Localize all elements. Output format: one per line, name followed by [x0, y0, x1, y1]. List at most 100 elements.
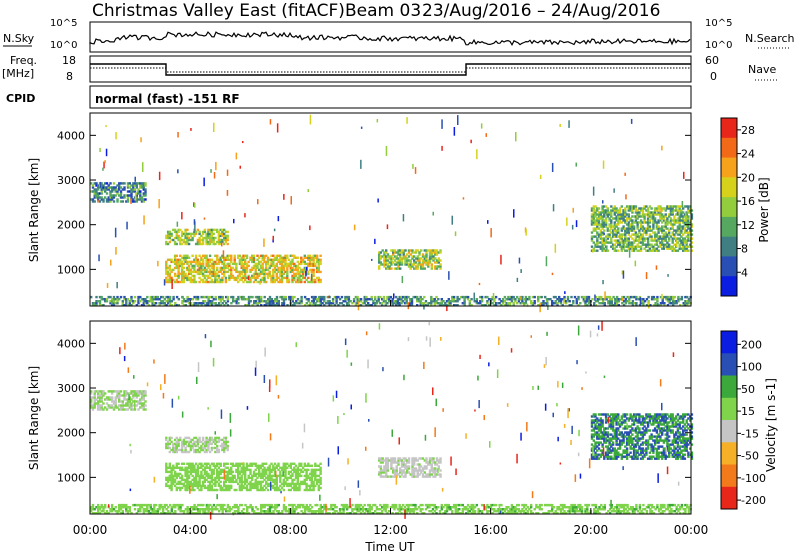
echo-cell [356, 298, 359, 301]
echo-cell [137, 300, 140, 303]
echo-cell [214, 478, 217, 482]
echo-cell [596, 417, 599, 420]
echo-cell [402, 251, 405, 254]
echo-cell [672, 300, 675, 303]
echo-cell [174, 302, 177, 305]
echo-cell [386, 302, 389, 305]
echo-cell [139, 392, 142, 395]
echo-cell [626, 300, 629, 303]
echo-cell [205, 262, 208, 266]
echo-cell [610, 221, 613, 224]
echo-cell [205, 464, 208, 467]
echo-cell [678, 243, 681, 246]
echo-cell [360, 159, 362, 169]
echo-cell [196, 474, 200, 478]
echo-cell [650, 298, 654, 301]
echo-cell [221, 228, 224, 232]
echo-cell [277, 488, 280, 492]
echo-cell [146, 302, 149, 305]
echo-cell [663, 295, 666, 299]
echo-cell [666, 219, 669, 222]
echo-cell [208, 482, 212, 486]
echo-cell [661, 217, 664, 220]
echo-cell [308, 254, 312, 257]
echo-cell [650, 245, 653, 248]
echo-cell [118, 186, 121, 189]
echo-cell [374, 302, 377, 305]
echo-cell [175, 464, 178, 467]
echo-cell [223, 300, 226, 303]
echo-cell [135, 400, 138, 403]
echo-cell [109, 406, 112, 409]
power-ylabel: Slant Range [km] [27, 158, 41, 262]
echo-cell [432, 467, 435, 470]
echo-cell [186, 478, 189, 482]
echo-cell [646, 239, 650, 242]
echo-cell [165, 236, 168, 240]
echo-cell [158, 304, 161, 307]
echo-cell [596, 431, 599, 434]
echo-cell [189, 480, 193, 484]
echo-cell [319, 476, 322, 480]
echo-cell [268, 272, 271, 276]
echo-cell [307, 474, 310, 478]
echo-cell [399, 253, 402, 256]
echo-cell [293, 278, 296, 282]
echo-cell [520, 269, 522, 273]
echo-cell [305, 256, 308, 259]
echo-cell [210, 446, 214, 450]
echo-cell [293, 274, 296, 278]
echo-cell [228, 268, 231, 272]
echo-cell [97, 394, 100, 397]
echo-cell [405, 295, 408, 299]
echo-cell [610, 211, 613, 214]
echo-cell [458, 298, 461, 301]
echo-cell [165, 444, 168, 448]
echo-cell [126, 402, 130, 405]
echo-cell [184, 450, 187, 454]
echo-cell [180, 450, 184, 454]
echo-cell [653, 219, 657, 222]
echo-cell [301, 480, 305, 484]
echo-cell [133, 295, 137, 299]
echo-cell [118, 394, 121, 397]
echo-cell [286, 256, 289, 259]
echo-cell [217, 448, 221, 452]
echo-cell [242, 258, 245, 261]
echo-cell [305, 468, 308, 472]
echo-cell [594, 245, 597, 248]
echo-cell [641, 227, 645, 230]
echo-cell [251, 478, 254, 482]
echo-cell [210, 488, 214, 492]
echo-cell [682, 215, 685, 218]
echo-cell [399, 467, 402, 470]
echo-cell [439, 259, 442, 262]
echo-cell [293, 304, 296, 307]
echo-cell [659, 229, 662, 232]
echo-cell [608, 451, 611, 454]
echo-cell [682, 241, 685, 244]
echo-cell [289, 264, 292, 268]
echo-cell [180, 268, 184, 272]
echo-cell [682, 249, 685, 252]
echo-cell [312, 274, 315, 278]
echo-cell [425, 457, 428, 460]
echo-cell [247, 260, 250, 264]
echo-cell [657, 219, 660, 222]
power-echo-cells [90, 114, 694, 313]
echo-cell [463, 304, 466, 307]
echo-cell [383, 263, 386, 266]
echo-cell [100, 392, 103, 395]
echo-cell [114, 396, 117, 399]
echo-cell [287, 280, 291, 284]
echo-cell [107, 406, 110, 409]
echo-cell [687, 225, 690, 228]
echo-cell [631, 219, 634, 222]
echo-cell [689, 205, 692, 208]
echo-cell [414, 249, 418, 252]
echo-cell [268, 484, 271, 488]
echo-cell [256, 298, 259, 301]
echo-cell [168, 478, 171, 482]
echo-cell [210, 484, 214, 488]
echo-cell [121, 394, 124, 397]
